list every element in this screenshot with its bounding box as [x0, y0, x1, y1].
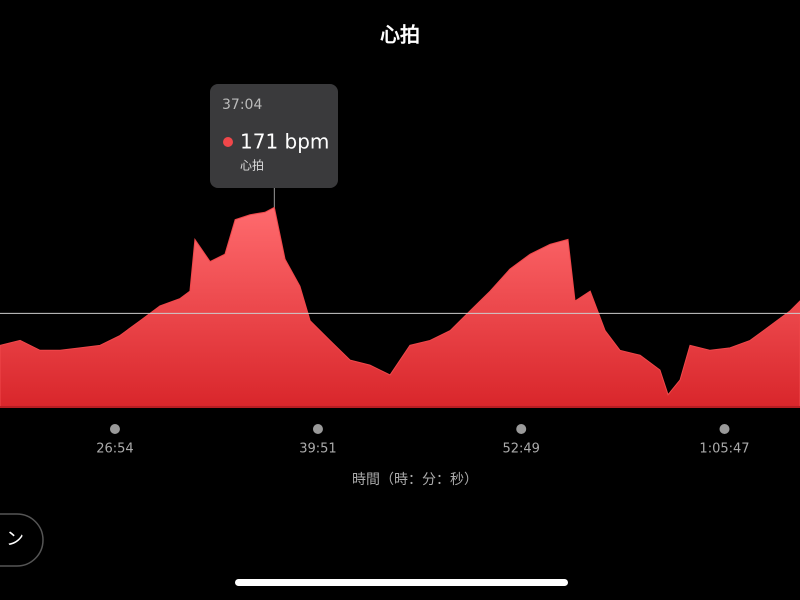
x-tick-label: 26:54: [96, 442, 133, 457]
x-tick-label: 39:51: [299, 442, 336, 457]
x-tick-label: 1:05:47: [699, 442, 749, 457]
x-tick-label: 52:49: [502, 442, 539, 457]
button-label[interactable]: ン: [6, 529, 24, 550]
x-tick: [516, 424, 527, 434]
title: 心拍: [380, 23, 420, 47]
x-tick: [719, 424, 730, 434]
button[interactable]: [0, 513, 44, 567]
tooltip-box: [210, 84, 338, 188]
tooltip-time: 37:04: [222, 97, 262, 113]
tooltip-series: 心拍: [240, 158, 264, 173]
tooltip-value: 171 bpm: [240, 130, 329, 154]
x-tick: [312, 424, 323, 434]
heart-rate-area: [0, 206, 800, 408]
plot: 26:54 39:51 52:49 1:05:47 37:04 171 bpm 心拍: [0, 84, 800, 457]
x-axis-label: 時間（時：分：秒）: [352, 472, 478, 488]
x-tick: [109, 424, 120, 434]
home-indicator: [235, 579, 568, 586]
tooltip: 37:04 171 bpm 心拍: [210, 84, 338, 188]
tooltip-dot: [223, 137, 233, 147]
